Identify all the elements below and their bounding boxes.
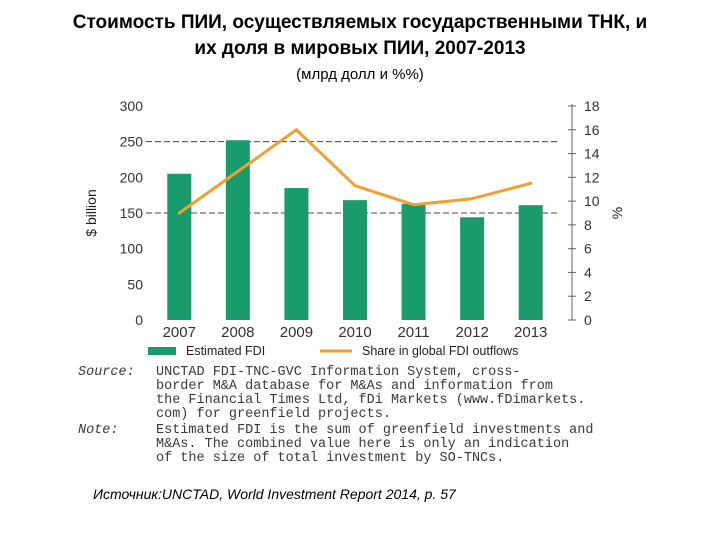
bar [518, 205, 543, 320]
source-line: border M&A database for M&As and informa… [156, 379, 553, 394]
y2-tick-label: 12 [584, 169, 600, 185]
x-tick-label: 2013 [514, 324, 547, 341]
bar [284, 188, 309, 320]
source-line: the Financial Times Ltd, fDi Markets (ww… [156, 393, 586, 408]
y-axis-label: $ billion [83, 189, 99, 236]
legend-swatch-bar [148, 347, 176, 355]
chart-subtitle: (млрд долл и %%) [296, 66, 424, 83]
source-block: Source: UNCTAD FDI-TNC-GVC Information Sy… [78, 366, 585, 422]
y2-tick-label: 6 [584, 241, 592, 257]
y2-tick-label: 8 [584, 217, 592, 233]
note-line: M&As. The combined value here is only an… [156, 437, 570, 452]
line-point [177, 211, 181, 215]
source-citation: Источник:UNCTAD, World Investment Report… [93, 486, 456, 502]
source-line: UNCTAD FDI-TNC-GVC Information System, c… [156, 365, 521, 380]
line-point [470, 197, 474, 201]
y-tick-label: 250 [120, 134, 144, 150]
y-tick-label: 0 [135, 312, 143, 328]
note-line: of the size of total investment by SO-TN… [156, 451, 505, 466]
y2-tick-label: 16 [584, 122, 600, 138]
y2-tick-label: 10 [584, 193, 600, 209]
y-tick-label: 100 [120, 241, 144, 257]
line-point [529, 181, 533, 185]
source-line: com) for greenfield projects. [156, 407, 391, 422]
y2-tick-label: 2 [584, 288, 592, 304]
x-tick-label: 2007 [163, 324, 196, 341]
x-tick-label: 2010 [338, 324, 371, 341]
y2-axis-label: % [609, 207, 625, 219]
y-tick-label: 150 [120, 205, 144, 221]
x-tick-label: 2011 [397, 324, 429, 341]
y2-tick-label: 14 [584, 146, 600, 162]
y-tick-label: 200 [120, 169, 144, 185]
line-point [353, 184, 357, 188]
chart-area: 0 50 100 150 200 250 300 $ billion 0 2 4 6 8 10 12 14 16… [83, 98, 625, 358]
x-tick-label: 2008 [221, 324, 254, 341]
chart-title-line1: Стоимость ПИИ, осуществляемых государств… [72, 12, 648, 33]
bar [167, 173, 192, 320]
y2-tick-label: 4 [584, 264, 592, 280]
y2-tick-label: 18 [584, 98, 600, 114]
line-point [236, 169, 240, 173]
chart-title-line2: их доля в мировых ПИИ, 2007-2013 [194, 38, 526, 59]
note-line: Estimated FDI is the sum of greenfield i… [156, 423, 594, 438]
bar [343, 200, 367, 320]
x-tick-label: 2012 [455, 324, 488, 341]
line-point [412, 203, 416, 207]
note-block: Note: Estimated FDI is the sum of greenfi… [78, 424, 593, 466]
line-point [294, 128, 298, 132]
x-tick-label: 2009 [280, 324, 313, 341]
note-label: Note: [78, 423, 119, 438]
y-tick-label: 300 [120, 98, 144, 114]
bar [401, 203, 426, 320]
bar [460, 217, 485, 320]
chart-title: Стоимость ПИИ, осуществляемых государств… [0, 10, 720, 62]
source-label: Source: [78, 365, 135, 380]
y-tick-label: 50 [127, 276, 143, 292]
y2-tick-label: 0 [584, 312, 592, 328]
legend-label: Estimated FDI [186, 344, 265, 358]
legend-label: Share in global FDI outflows [362, 344, 518, 358]
